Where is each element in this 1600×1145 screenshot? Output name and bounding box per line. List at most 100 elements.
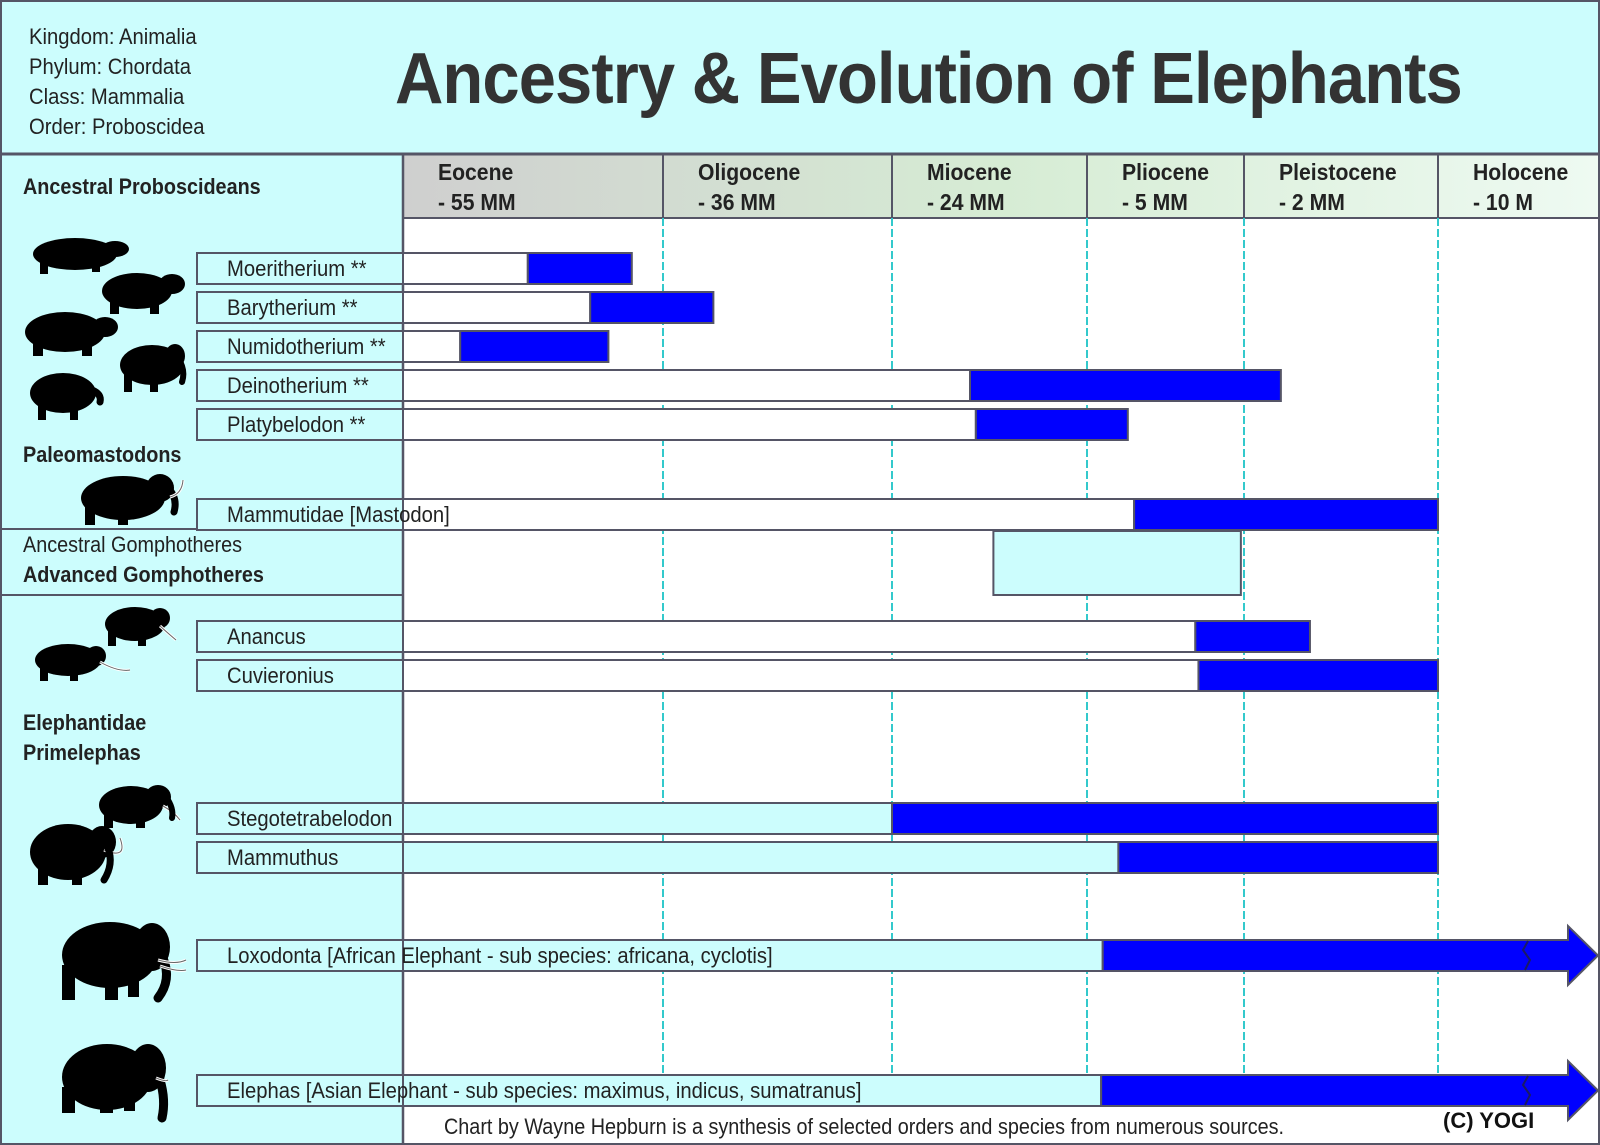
silhouette-leg [136, 810, 145, 828]
silhouette-trunk [155, 1075, 169, 1123]
epoch-header-band [403, 154, 1600, 218]
silhouette-leg [124, 370, 132, 392]
epoch-start: - 55 MM [438, 189, 516, 215]
species-label-box [196, 369, 404, 402]
species-label-box [196, 498, 404, 531]
silhouette-tusk-outline [159, 625, 177, 641]
species-track [402, 620, 1197, 653]
silhouette-leg [124, 1087, 135, 1111]
epoch-header-label: Pleistocene - 2 MM [1279, 157, 1397, 217]
silhouette-body [105, 607, 165, 641]
species-track [402, 659, 1200, 692]
bar-layer [196, 252, 1600, 1123]
silhouette-leg [104, 810, 113, 828]
silhouette-leg [40, 258, 48, 274]
species-track [402, 252, 529, 285]
species-label: Elephas [Asian Elephant - sub species: m… [227, 1078, 862, 1103]
silhouette-trunk [100, 844, 114, 884]
epoch-start: - 10 M [1473, 189, 1533, 215]
species-range-bar [1133, 498, 1439, 531]
epoch-name: Holocene [1473, 159, 1569, 185]
epoch-header-label: Oligocene - 36 MM [698, 157, 800, 217]
silhouette-tusk-outline [159, 965, 187, 971]
species-label-box [196, 291, 404, 324]
silhouette-trunk [88, 386, 104, 406]
silhouette-tusk-outline [99, 661, 131, 671]
epoch-start: - 36 MM [698, 189, 776, 215]
species-track [402, 330, 462, 363]
group-label-paleomastodons: Paleomastodons [23, 442, 182, 467]
silhouette-leg [70, 665, 78, 681]
silhouette-leg [38, 860, 48, 885]
epoch-name: Oligocene [698, 159, 801, 185]
chart-title: Ancestry & Evolution of Elephants [395, 39, 1463, 119]
species-range-arrow [1101, 923, 1600, 988]
species-track [402, 1074, 1103, 1107]
silhouette-trunk [164, 484, 179, 516]
species-track [402, 498, 1136, 531]
epoch-start: - 24 MM [927, 189, 1005, 215]
group-label-primelephas: Primelephas [23, 740, 141, 765]
species-label: Moeritherium ** [227, 256, 367, 281]
silhouette-body [150, 608, 170, 628]
group-label-ancestral-proboscideans: Ancestral Proboscideans [23, 174, 261, 199]
silhouette-body [30, 824, 106, 880]
silhouette-leg [82, 336, 92, 356]
silhouette-tusk-outline [169, 479, 184, 498]
epoch-name: Eocene [438, 159, 514, 185]
species-label: Mammutidae [Mastodon] [227, 502, 450, 527]
group-label-ancestral-gomphotheres: Ancestral Gomphotheres [23, 532, 243, 557]
epoch-start: - 2 MM [1279, 189, 1345, 215]
species-label-box [196, 252, 404, 285]
species-range-bar [974, 408, 1129, 441]
species-label-box [196, 802, 404, 835]
species-label: Numidotherium ** [227, 334, 386, 359]
taxonomy-kingdom: Kingdom: Animalia [29, 24, 197, 49]
species-label-box [196, 1074, 404, 1107]
silhouette-leg [108, 630, 116, 646]
epoch-header-label: Holocene - 10 M [1473, 157, 1568, 217]
silhouette-trunk [163, 794, 176, 821]
silhouette-layer [25, 238, 187, 1123]
species-range-bar [459, 330, 610, 363]
group-label-elephantidae: Elephantidae [23, 710, 147, 735]
species-label: Barytherium ** [227, 295, 358, 320]
epoch-name: Pliocene [1122, 159, 1210, 185]
species-track [402, 408, 977, 441]
species-range-bar [891, 802, 1439, 835]
group-label-advanced-gomphotheres: Advanced Gomphotheres [23, 562, 264, 587]
epoch-header-label: Miocene - 24 MM [927, 157, 1012, 217]
species-label: Mammuthus [227, 845, 339, 870]
species-track [402, 802, 893, 835]
silhouette-leg [38, 398, 46, 420]
header-band [0, 0, 1600, 154]
epoch-name: Pleistocene [1279, 159, 1397, 185]
taxonomy-order: Order: Proboscidea [29, 114, 205, 139]
silhouette-leg [85, 505, 95, 525]
silhouette-leg [70, 398, 78, 420]
silhouette-body [35, 644, 101, 676]
silhouette-leg [92, 258, 100, 272]
silhouette-leg [62, 1087, 75, 1113]
chart-caption: Chart by Wayne Hepburn is a synthesis of… [444, 1114, 1285, 1139]
species-label: Loxodonta [African Elephant - sub specie… [227, 943, 773, 968]
species-track [402, 841, 1120, 874]
silhouette-body [146, 474, 174, 502]
silhouette-body [159, 274, 185, 294]
silhouette-tusk-outline [155, 1077, 169, 1082]
silhouette-body [81, 476, 165, 520]
silhouette-body [165, 344, 185, 368]
silhouette-leg [118, 505, 128, 525]
epoch-start: - 5 MM [1122, 189, 1188, 215]
silhouette-body [101, 241, 129, 257]
species-range-bar [1197, 659, 1439, 692]
silhouette-leg [150, 296, 159, 314]
silhouette-leg [150, 370, 158, 392]
species-range-bar [1194, 620, 1311, 653]
silhouette-leg [40, 665, 48, 681]
species-label: Deinotherium ** [227, 373, 369, 398]
epoch-header-label: Pliocene - 5 MM [1122, 157, 1209, 217]
species-label: Cuvieronius [227, 663, 334, 688]
